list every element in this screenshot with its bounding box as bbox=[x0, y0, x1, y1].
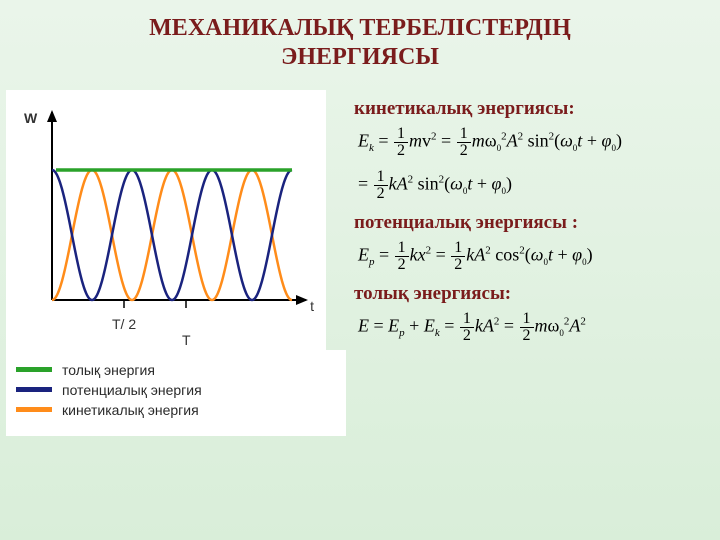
legend-kinetic-label: кинетикалық энергия bbox=[62, 402, 199, 418]
swatch-potential bbox=[16, 387, 52, 392]
right-column: кинетикалық энергиясы: Ek = 12mv2 = 12mω… bbox=[346, 84, 720, 436]
tick-half-period: T/ 2 bbox=[112, 316, 136, 332]
title-line1: МЕХАНИКАЛЫҚ ТЕРБЕЛІСТЕРДІҢ bbox=[149, 15, 571, 41]
tick-period: T bbox=[182, 332, 191, 348]
x-axis-label: t bbox=[310, 298, 314, 314]
content-row: W t T/ 2 T толық энергия потенциалық эне… bbox=[0, 84, 720, 436]
y-axis-label: W bbox=[24, 110, 37, 126]
kinetic-eq-2: = 12kA2 sin2(ω0t + φ0) bbox=[358, 169, 712, 202]
left-column: W t T/ 2 T толық энергия потенциалық эне… bbox=[0, 84, 346, 436]
potential-eq: Ep = 12kx2 = 12kA2 cos2(ω0t + φ0) bbox=[358, 240, 712, 273]
title-line2: ЭНЕРГИЯСЫ bbox=[281, 44, 439, 70]
page-title: МЕХАНИКАЛЫҚ ТЕРБЕЛІСТЕРДІҢ ЭНЕРГИЯСЫ bbox=[0, 0, 720, 72]
total-eq: E = Ep + Ek = 12kA2 = 12mω02A2 bbox=[358, 311, 712, 344]
legend-total-label: толық энергия bbox=[62, 362, 155, 378]
swatch-total bbox=[16, 367, 52, 372]
swatch-kinetic bbox=[16, 407, 52, 412]
total-heading: толық энергиясы: bbox=[354, 283, 712, 305]
legend-potential: потенциалық энергия bbox=[16, 382, 336, 398]
legend-total: толық энергия bbox=[16, 362, 336, 378]
legend-kinetic: кинетикалық энергия bbox=[16, 402, 336, 418]
legend-potential-label: потенциалық энергия bbox=[62, 382, 202, 398]
potential-heading: потенциалық энергиясы : bbox=[354, 212, 712, 234]
chart-svg bbox=[6, 90, 326, 350]
chart-legend: толық энергия потенциалық энергия кинети… bbox=[6, 350, 346, 436]
kinetic-heading: кинетикалық энергиясы: bbox=[354, 98, 712, 120]
kinetic-eq-1: Ek = 12mv2 = 12mω02A2 sin2(ω0t + φ0) bbox=[358, 126, 712, 159]
energy-chart: W t T/ 2 T bbox=[6, 90, 326, 350]
